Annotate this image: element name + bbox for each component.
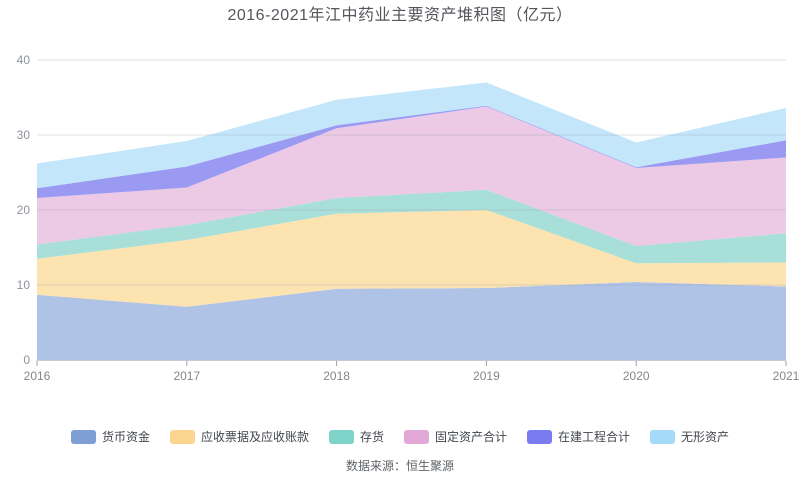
x-axis-label-2019: 2019 <box>473 369 500 383</box>
legend-swatch <box>404 430 429 444</box>
legend-label: 固定资产合计 <box>435 430 508 444</box>
legend-swatch <box>169 430 195 444</box>
stacked-area-chart: 0 10 20 30 40 2016 2017 2018 2019 2020 2021 <box>17 53 800 383</box>
y-axis-label-10: 10 <box>17 278 31 292</box>
y-axis-label-0: 0 <box>23 353 30 367</box>
legend-item-1[interactable]: 应收票据及应收账款 <box>169 430 309 444</box>
legend-label: 存货 <box>359 430 384 444</box>
legend-swatch <box>70 430 96 444</box>
x-axis-label-2018: 2018 <box>323 369 350 383</box>
y-axis-label-40: 40 <box>17 53 31 67</box>
legend-item-0[interactable]: 货币资金 <box>70 430 150 444</box>
area-series-2[interactable] <box>37 189 786 264</box>
area-series-5[interactable] <box>37 82 786 189</box>
area-series-0[interactable] <box>37 282 786 360</box>
legend-item-2[interactable]: 存货 <box>328 430 384 444</box>
y-axis-label-30: 30 <box>17 128 31 142</box>
chart-legend: 货币资金 应收票据及应收账款 存货 固定资产合计 在建工程合计 无形资产 <box>0 430 800 444</box>
legend-label: 无形资产 <box>681 430 730 444</box>
area-series-3[interactable] <box>37 106 786 247</box>
area-series-1[interactable] <box>37 210 786 307</box>
x-axis-label-2016: 2016 <box>24 369 51 383</box>
legend-label: 应收票据及应收账款 <box>200 430 309 444</box>
x-axis-label-2021: 2021 <box>773 369 800 383</box>
x-axis-label-2017: 2017 <box>173 369 200 383</box>
legend-swatch <box>328 430 354 444</box>
legend-swatch <box>650 430 676 444</box>
legend-item-5[interactable]: 无形资产 <box>650 430 729 444</box>
data-source-label: 数据来源：恒生聚源 <box>345 459 454 473</box>
x-axis-label-2020: 2020 <box>623 369 650 383</box>
y-axis-label-20: 20 <box>17 203 31 217</box>
chart-title: 2016-2021年江中药业主要资产堆积图（亿元） <box>227 7 573 24</box>
legend-swatch <box>527 430 553 444</box>
legend-label: 货币资金 <box>101 430 150 444</box>
legend-label: 在建工程合计 <box>558 430 631 444</box>
legend-item-4[interactable]: 在建工程合计 <box>527 430 630 444</box>
area-series-4[interactable] <box>37 105 786 198</box>
legend-item-3[interactable]: 固定资产合计 <box>404 430 507 444</box>
